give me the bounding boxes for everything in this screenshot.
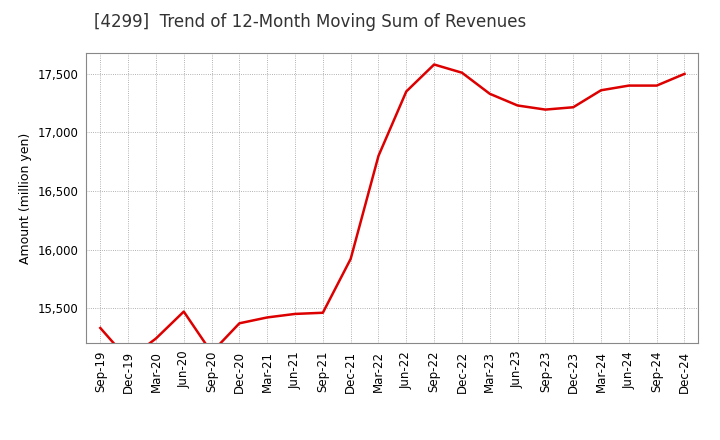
Y-axis label: Amount (million yen): Amount (million yen) xyxy=(19,132,32,264)
Text: [4299]  Trend of 12-Month Moving Sum of Revenues: [4299] Trend of 12-Month Moving Sum of R… xyxy=(94,13,526,31)
